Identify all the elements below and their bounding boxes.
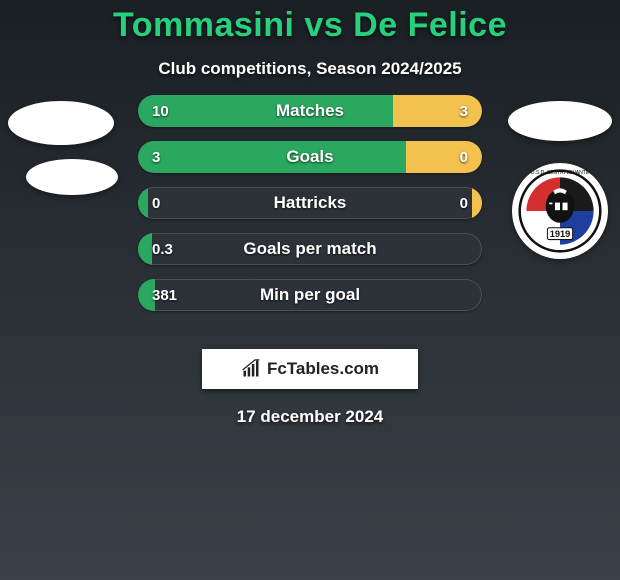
stat-value-right: 3 — [460, 95, 468, 127]
stat-value-left: 0.3 — [152, 233, 173, 265]
stat-fill-right — [393, 95, 482, 127]
stat-row: Goals30 — [138, 141, 482, 173]
stat-row: Matches103 — [138, 95, 482, 127]
stat-fill-left — [138, 187, 148, 219]
comparison-card: Tommasini vs De Felice Club competitions… — [0, 0, 620, 580]
stat-value-left: 0 — [152, 187, 160, 219]
stat-row: Goals per match0.3 — [138, 233, 482, 265]
club-badge-icon: 1919 U.S.D. SESTRI LEVANTE — [518, 169, 602, 253]
player-left-avatar — [8, 101, 114, 145]
player-right-avatar — [508, 101, 612, 141]
stat-value-right: 0 — [460, 187, 468, 219]
brand-badge: FcTables.com — [202, 349, 418, 389]
stat-fill-left — [138, 233, 152, 265]
chart-icon — [241, 359, 261, 379]
badge-year-text: 1919 — [550, 229, 571, 239]
stat-label: Hattricks — [138, 187, 482, 219]
stats-arena: 1919 U.S.D. SESTRI LEVANTE Matches103Goa… — [0, 107, 620, 337]
stat-row: Min per goal381 — [138, 279, 482, 311]
stat-fill-left — [138, 141, 406, 173]
stat-value-left: 381 — [152, 279, 177, 311]
subtitle: Club competitions, Season 2024/2025 — [0, 59, 620, 79]
date-label: 17 december 2024 — [0, 407, 620, 427]
page-title: Tommasini vs De Felice — [0, 0, 620, 45]
stat-label: Min per goal — [138, 279, 482, 311]
stat-value-left: 10 — [152, 95, 169, 127]
stat-label: Goals per match — [138, 233, 482, 265]
player-left-club-avatar — [26, 159, 118, 195]
brand-text: FcTables.com — [267, 359, 379, 379]
stat-fill-right — [472, 187, 482, 219]
svg-text:U.S.D. SESTRI LEVANTE: U.S.D. SESTRI LEVANTE — [531, 170, 590, 176]
stat-row: Hattricks0 0 — [138, 187, 482, 219]
stat-bars: Matches103Goals30Hattricks00Goals per ma… — [138, 95, 482, 325]
stat-fill-right — [406, 141, 482, 173]
stat-value-right: 0 — [460, 141, 468, 173]
stat-fill-left — [138, 95, 393, 127]
player-right-club-badge: 1919 U.S.D. SESTRI LEVANTE — [512, 163, 608, 259]
stat-value-left: 3 — [152, 141, 160, 173]
